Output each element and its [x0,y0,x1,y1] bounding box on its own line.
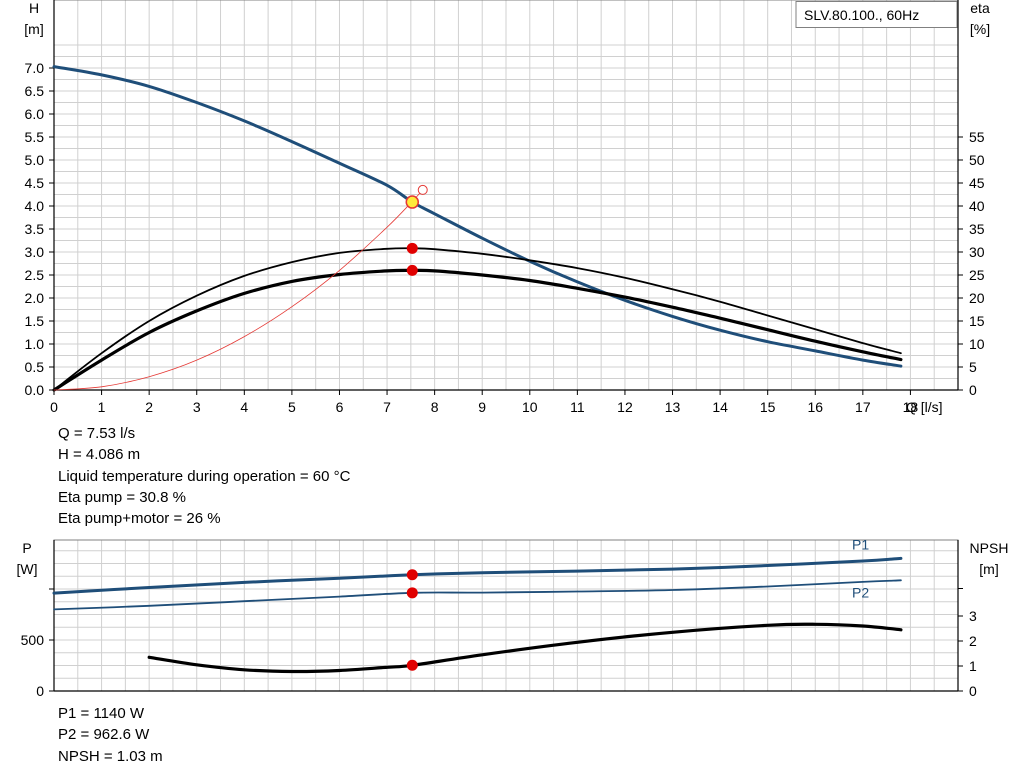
y-tick-label-right: 20 [969,290,985,306]
y-tick-label-right: 3 [969,608,977,624]
series-line-0 [52,65,903,368]
x-tick-label: 4 [240,399,248,415]
x-tick-label: 5 [288,399,296,415]
y-tick-label-left: 5.5 [25,129,45,145]
x-tick-label: 16 [807,399,823,415]
info-temperature: Liquid temperature during operation = 60… [58,467,351,485]
series-line-1 [53,247,902,391]
y-tick-label-right: 30 [969,244,985,260]
series-line-2 [147,622,903,674]
y-tick-label-left: 1.0 [25,336,45,352]
y-axis-label-left-line1: P [22,540,31,556]
y-axis-label-right-line1: eta [970,0,990,16]
x-tick-label: 11 [570,399,585,415]
x-tick-label: 10 [522,399,538,415]
legend-box [795,1,958,28]
x-tick-label: 8 [431,399,439,415]
y-tick-label-left: 500 [21,632,45,648]
legend-title: SLV.80.100., 60Hz [804,7,919,23]
x-tick-label: 6 [336,399,344,415]
y-tick-label-right: 10 [969,336,985,352]
series-line-2 [52,268,903,392]
x-tick-label: 7 [383,399,391,415]
series-label-p1: P1 [852,536,869,552]
x-tick-label: 18 [903,399,919,415]
info-p1: P1 = 1140 W [58,705,145,722]
x-tick-label: 12 [617,399,633,415]
pump-curve-chart: 0.0 0.5 1.0 1.5 2.0 2.5 3.0 3.5 4.0 4.5 5.0 5.5 6.0 6… [17,0,1009,699]
x-tick-label: 9 [478,399,486,415]
y-tick-label-left: 0.5 [25,359,45,375]
y-tick-label-right: 5 [969,359,977,375]
info-eta-pump: Eta pump = 30.8 % [58,488,186,506]
y-tick-label-right: 1 [969,658,977,674]
info-head: H = 4.086 m [58,446,141,464]
x-axis-label: Q [l/s] [906,399,943,415]
upper-chart: 0.0 0.5 1.0 1.5 2.0 2.5 3.0 3.5 4.0 4.5 5.0 5.5 6.0 6… [24,0,990,415]
y-tick-label-left: 3.0 [25,244,45,260]
x-tick-label: 3 [193,399,201,415]
y-tick-label-left: 6.5 [25,83,45,99]
info-p2: P2 = 962.6 W [58,726,150,744]
y-axis-label-left-line1: H [29,0,39,16]
power-info: P1 = 1140 W P2 = 962.6 W NPSH = 1.03 m [58,703,163,767]
y-tick-label-right: 0 [969,683,977,699]
y-axis-label-right-line2: [%] [970,21,990,37]
npsh-point [406,659,418,671]
operating-point-info: Q = 7.53 l/s H = 4.086 m Liquid temperat… [58,423,350,529]
duty-point [405,195,420,209]
y-tick-label-right: 45 [969,175,985,191]
lower-chart: 0 500 0 1 2 3 P [W] NPSH [m] P1 P2 [17,536,1009,699]
x-tick-label: 17 [855,399,871,415]
eta-total-point [406,264,418,276]
y-tick-label-left: 3.5 [25,221,45,237]
y-tick-label-left: 0 [36,683,44,699]
y-tick-label-right: 50 [969,152,985,168]
series-label-p2: P2 [852,584,869,600]
y-tick-label-left: 4.0 [25,198,45,214]
y-tick-label-right: 15 [969,313,985,329]
y-axis-label-left-line2: [m] [24,21,43,37]
x-tick-label: 14 [712,399,728,415]
y-axis-label-left-line2: [W] [17,561,38,577]
y-axis-label-right-line1: NPSH [970,540,1009,556]
series-line-1 [53,579,902,611]
y-tick-label-left: 7.0 [25,60,45,76]
info-eta-total: Eta pump+motor = 26 % [58,510,221,528]
x-tick-label: 1 [98,399,106,415]
y-tick-label-left: 0.0 [25,382,45,398]
y-tick-label-left: 2.5 [25,267,45,283]
x-tick-label: 15 [760,399,776,415]
y-tick-label-left: 1.5 [25,313,45,329]
series-line-3 [53,189,424,391]
series-line-0 [52,556,903,595]
y-tick-label-left: 5.0 [25,152,45,168]
eta-pump-point [406,242,418,254]
x-tick-label: 0 [50,399,58,415]
y-tick-label-right: 35 [969,221,985,237]
curve-end-marker [417,184,428,195]
p2-point [406,587,418,599]
y-tick-label-left: 6.0 [25,106,45,122]
x-tick-label: 2 [145,399,153,415]
p1-point [406,569,418,581]
y-tick-label-right: 2 [969,633,977,649]
y-tick-label-right: 55 [969,129,985,145]
x-tick-label: 13 [665,399,681,415]
y-tick-label-left: 4.5 [25,175,45,191]
info-flow: Q = 7.53 l/s [58,425,136,442]
y-tick-label-right: 0 [969,382,977,398]
y-tick-label-right: 40 [969,198,985,214]
legend: SLV.80.100., 60Hz [795,1,958,28]
y-tick-label-left: 2.0 [25,290,45,306]
y-axis-label-right-line2: [m] [979,561,998,577]
info-npsh: NPSH = 1.03 m [58,747,163,765]
y-tick-label-right: 25 [969,267,985,283]
